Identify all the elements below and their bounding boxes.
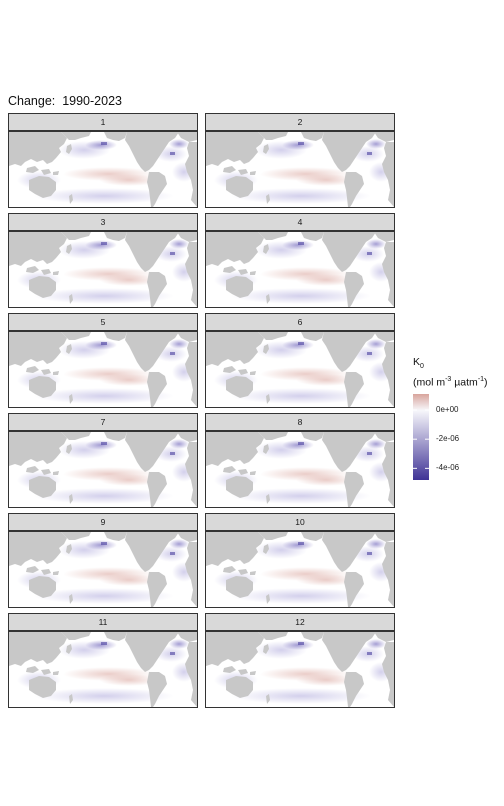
facet-panel: 6 xyxy=(205,313,395,408)
facet-panel: 7 xyxy=(8,413,198,508)
facet-panel: 9 xyxy=(8,513,198,608)
legend-symbol: K xyxy=(413,356,421,368)
facet-panel: 5 xyxy=(8,313,198,408)
facet-panel: 11 xyxy=(8,613,198,708)
facet-panel: 2 xyxy=(205,113,395,208)
plot-title: Change: 1990-2023 xyxy=(8,94,122,108)
world-map xyxy=(8,631,198,708)
facet-strip-label: 1 xyxy=(8,113,198,131)
facet-strip-label: 12 xyxy=(205,613,395,631)
world-map xyxy=(205,431,395,508)
colorbar-tick-label: 0e+00 xyxy=(436,405,459,415)
colorbar-tick-label: -2e-06 xyxy=(436,434,460,444)
legend-unit-exp1: -3 xyxy=(445,376,452,384)
facet-strip-label: 2 xyxy=(205,113,395,131)
facet-strip-label: 10 xyxy=(205,513,395,531)
world-map xyxy=(8,331,198,408)
legend-unit-prefix: (mol m xyxy=(413,376,446,389)
legend-unit-mid: µatm xyxy=(451,376,478,389)
legend-unit-exp2: -1 xyxy=(477,376,485,384)
world-map xyxy=(8,431,198,508)
facet-strip-label: 5 xyxy=(8,313,198,331)
world-map xyxy=(205,231,395,308)
facet-strip-label: 9 xyxy=(8,513,198,531)
facet-strip-label: 11 xyxy=(8,613,198,631)
facet-strip-label: 4 xyxy=(205,213,395,231)
legend-title: K0 (mol m-3 µatm-1) xyxy=(413,356,488,390)
world-map xyxy=(205,331,395,408)
facet-panel: 1 xyxy=(8,113,198,208)
world-map xyxy=(205,131,395,208)
world-map xyxy=(205,631,395,708)
colorbar-tick-label: -4e-06 xyxy=(436,463,460,473)
colorbar xyxy=(413,394,429,480)
facet-panel: 3 xyxy=(8,213,198,308)
facet-strip-label: 7 xyxy=(8,413,198,431)
facet-strip-label: 3 xyxy=(8,213,198,231)
facet-panel: 8 xyxy=(205,413,395,508)
facet-panel: 4 xyxy=(205,213,395,308)
facet-panel: 12 xyxy=(205,613,395,708)
world-map xyxy=(8,531,198,608)
legend-subscript: 0 xyxy=(420,363,424,371)
facet-strip-label: 8 xyxy=(205,413,395,431)
facet-panel: 10 xyxy=(205,513,395,608)
colorbar-legend: K0 (mol m-3 µatm-1) 0e+00 -2e-06 -4e-06 xyxy=(412,356,502,496)
legend-unit-suffix: ) xyxy=(484,376,488,389)
world-map xyxy=(205,531,395,608)
world-map xyxy=(8,131,198,208)
world-map xyxy=(8,231,198,308)
facet-strip-label: 6 xyxy=(205,313,395,331)
